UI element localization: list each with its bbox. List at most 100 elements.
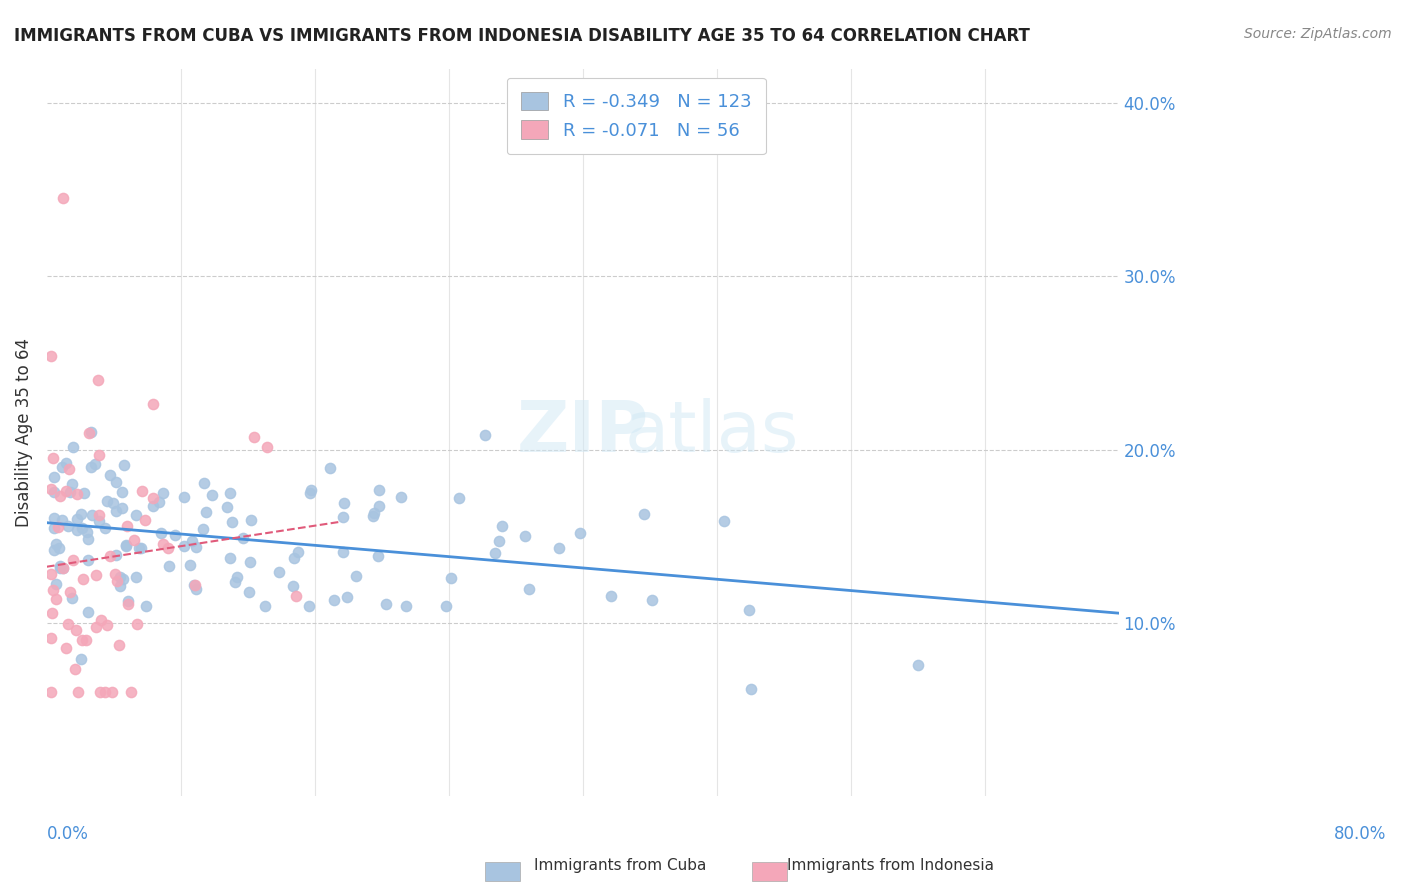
- Point: [80, 425, 103, 440]
- Point: [73, 486, 96, 500]
- Point: [58, 462, 80, 476]
- Point: [907, 658, 929, 673]
- Point: [70, 521, 93, 535]
- Point: [232, 531, 254, 545]
- Point: [45, 577, 67, 591]
- Point: [100, 468, 122, 483]
- Point: [395, 599, 418, 613]
- Point: [129, 541, 152, 556]
- Point: [738, 603, 761, 617]
- Point: [142, 491, 165, 505]
- Point: [128, 541, 150, 556]
- Text: ZIP: ZIP: [516, 398, 648, 467]
- Point: [87, 508, 110, 523]
- Point: [104, 567, 127, 582]
- Point: [39, 349, 62, 363]
- Point: [124, 570, 146, 584]
- Point: [115, 538, 138, 552]
- Y-axis label: Disability Age 35 to 64: Disability Age 35 to 64: [15, 338, 32, 526]
- Point: [183, 578, 205, 592]
- Point: [83, 457, 105, 471]
- Point: [125, 616, 148, 631]
- Point: [42, 470, 65, 484]
- Point: [63, 662, 86, 676]
- Point: [108, 579, 131, 593]
- Point: [333, 496, 356, 510]
- Point: [332, 545, 354, 559]
- Point: [58, 585, 80, 599]
- Point: [165, 527, 187, 541]
- Point: [285, 589, 308, 603]
- Point: [298, 485, 321, 500]
- Point: [111, 501, 134, 516]
- Point: [283, 550, 305, 565]
- Point: [117, 597, 139, 611]
- Point: [391, 490, 413, 504]
- Point: [62, 591, 84, 605]
- Point: [39, 631, 62, 645]
- Point: [193, 475, 215, 490]
- Point: [135, 599, 157, 614]
- Point: [46, 520, 69, 534]
- Point: [375, 598, 398, 612]
- Point: [42, 543, 65, 558]
- Point: [181, 533, 204, 548]
- Point: [112, 458, 135, 472]
- Point: [41, 607, 63, 621]
- Point: [474, 427, 496, 442]
- Point: [287, 545, 309, 559]
- Point: [226, 569, 249, 583]
- Point: [48, 541, 70, 555]
- Point: [66, 486, 89, 500]
- Point: [283, 579, 305, 593]
- Point: [90, 613, 112, 627]
- Point: [267, 566, 290, 580]
- Point: [449, 491, 471, 505]
- Text: IMMIGRANTS FROM CUBA VS IMMIGRANTS FROM INDONESIA DISABILITY AGE 35 TO 64 CORREL: IMMIGRANTS FROM CUBA VS IMMIGRANTS FROM …: [14, 27, 1031, 45]
- Point: [75, 632, 97, 647]
- Point: [56, 617, 79, 632]
- Point: [45, 537, 67, 551]
- Point: [219, 486, 242, 500]
- Point: [39, 566, 62, 581]
- Point: [298, 599, 321, 613]
- Point: [66, 523, 89, 537]
- Point: [70, 652, 93, 666]
- Point: [42, 582, 65, 597]
- Point: [101, 685, 124, 699]
- Point: [319, 460, 342, 475]
- Point: [142, 397, 165, 411]
- Point: [66, 512, 89, 526]
- Point: [239, 556, 262, 570]
- Point: [548, 541, 571, 556]
- Point: [70, 507, 93, 521]
- Point: [111, 572, 134, 586]
- Point: [77, 532, 100, 546]
- Point: [740, 682, 762, 697]
- Point: [42, 510, 65, 524]
- Point: [254, 599, 277, 614]
- Point: [45, 591, 67, 606]
- Text: 0.0%: 0.0%: [46, 825, 89, 843]
- Point: [101, 496, 124, 510]
- Point: [149, 525, 172, 540]
- Point: [55, 640, 77, 655]
- Point: [186, 582, 208, 596]
- Point: [96, 494, 118, 508]
- Text: Immigrants from Cuba: Immigrants from Cuba: [534, 858, 707, 872]
- Point: [72, 572, 94, 586]
- Point: [89, 448, 111, 462]
- Point: [148, 494, 170, 508]
- Point: [152, 537, 174, 551]
- Point: [96, 618, 118, 632]
- Point: [122, 533, 145, 547]
- Point: [49, 559, 72, 574]
- Point: [39, 482, 62, 496]
- Point: [59, 484, 82, 499]
- Point: [224, 575, 246, 590]
- Point: [367, 549, 389, 564]
- Point: [363, 506, 385, 520]
- Point: [52, 191, 75, 205]
- Point: [517, 582, 540, 596]
- Point: [42, 450, 65, 465]
